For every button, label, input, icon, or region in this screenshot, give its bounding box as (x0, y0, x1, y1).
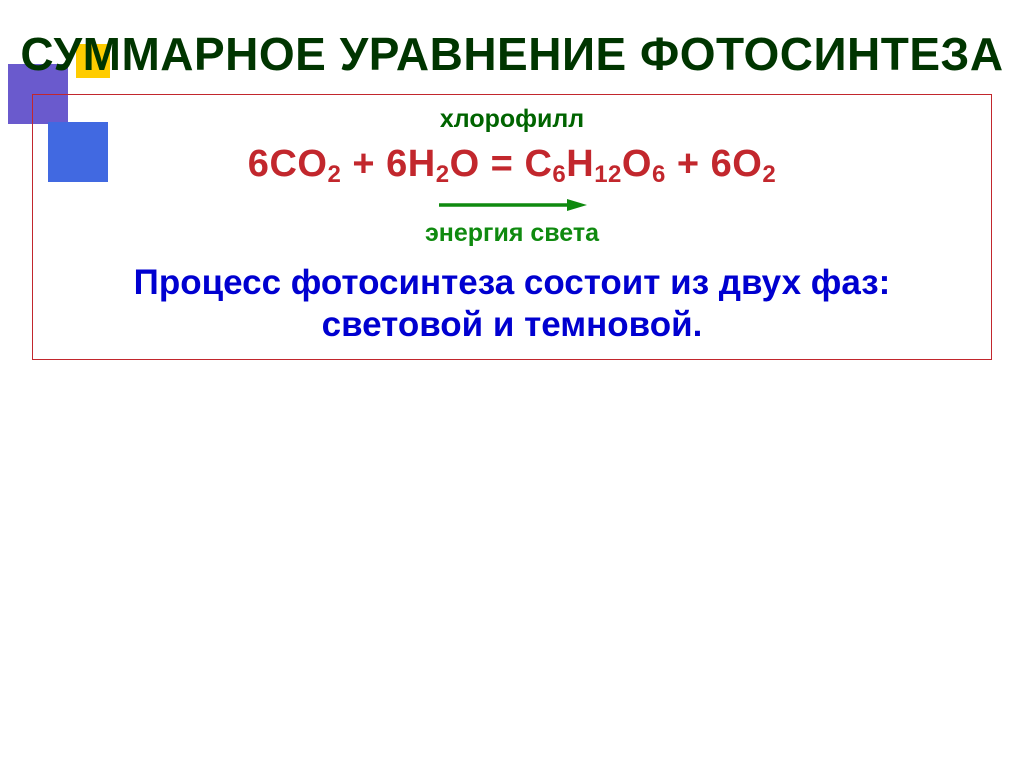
eq-lhs-species2b: O (450, 143, 480, 185)
eq-lhs-coef1: 6 (248, 143, 270, 185)
eq-lhs-species2-sub: 2 (436, 161, 450, 188)
reaction-arrow-icon (437, 197, 587, 213)
energy-label: энергия света (53, 219, 971, 248)
eq-rhs-sp1a-sub: 6 (552, 161, 566, 188)
eq-plus2: + (666, 143, 711, 185)
eq-rhs-coef2: 6 (711, 143, 733, 185)
chlorophyll-label: хлорофилл (53, 105, 971, 134)
eq-lhs-species1-sub: 2 (327, 161, 341, 188)
eq-sign: = (480, 143, 525, 185)
arrow-row (53, 197, 971, 213)
eq-lhs-coef2: 6 (386, 143, 408, 185)
eq-lhs-species2a: H (408, 143, 436, 185)
eq-plus1: + (341, 143, 386, 185)
eq-rhs-sp1a: C (524, 143, 552, 185)
slide-title: СУММАРНОЕ УРАВНЕНИЕ ФОТОСИНТЕЗА (0, 0, 1024, 80)
eq-rhs-sp1b: H (566, 143, 594, 185)
eq-lhs-species1: CO (269, 143, 327, 185)
eq-rhs-sp1b-sub: 12 (594, 161, 622, 188)
eq-rhs-sp2: O (732, 143, 762, 185)
content-box: хлорофилл 6CO2 + 6H2O = C6H12O6 + 6O2 эн… (32, 94, 992, 360)
eq-rhs-sp1c-sub: 6 (652, 161, 666, 188)
eq-rhs-sp1c: O (622, 143, 652, 185)
photosynthesis-equation: 6CO2 + 6H2O = C6H12O6 + 6O2 (53, 144, 971, 186)
eq-rhs-sp2-sub: 2 (762, 161, 776, 188)
phases-text: Процесс фотосинтеза состоит из двух фаз:… (53, 262, 971, 345)
